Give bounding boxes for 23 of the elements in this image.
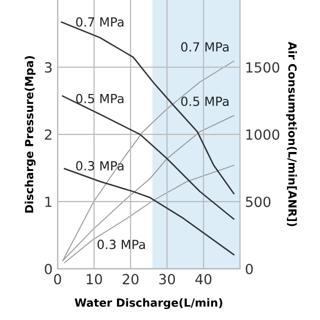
y2-axis-title: Air Consumption(L/min[ANR]) [286, 42, 297, 226]
y2-tick-label: 1000 [246, 129, 280, 140]
y-tick-label: 1 [45, 196, 52, 207]
x-tick-label: 10 [86, 274, 102, 284]
series-label: 0.7 MPa [181, 42, 228, 52]
x-tick-label: 20 [122, 274, 138, 284]
x-tick-label: 30 [159, 274, 175, 284]
x-tick-label: 40 [195, 274, 212, 284]
series-label: 0.7 MPa [76, 17, 124, 27]
x-tick-label: 0 [54, 274, 62, 284]
y-axis-title: Discharge Pressure(Mpa) [24, 56, 36, 213]
y-tick-label: 3 [44, 62, 52, 73]
x-axis-title: Water Discharge(L/min) [74, 298, 222, 310]
series-label: 0.5 MPa [181, 96, 228, 106]
y-tick-label: 2 [44, 129, 52, 140]
series-label: 0.3 MPa [98, 240, 145, 250]
y2-tick-label: 500 [246, 196, 270, 208]
series-label: 0.5 MPa [76, 94, 124, 104]
y2-tick-label: 1500 [246, 62, 280, 73]
y2-tick-label: 0 [246, 264, 253, 274]
line-series [62, 95, 234, 220]
y-tick-label: 0 [44, 264, 52, 274]
series-label: 0.3 MPa [76, 161, 124, 171]
